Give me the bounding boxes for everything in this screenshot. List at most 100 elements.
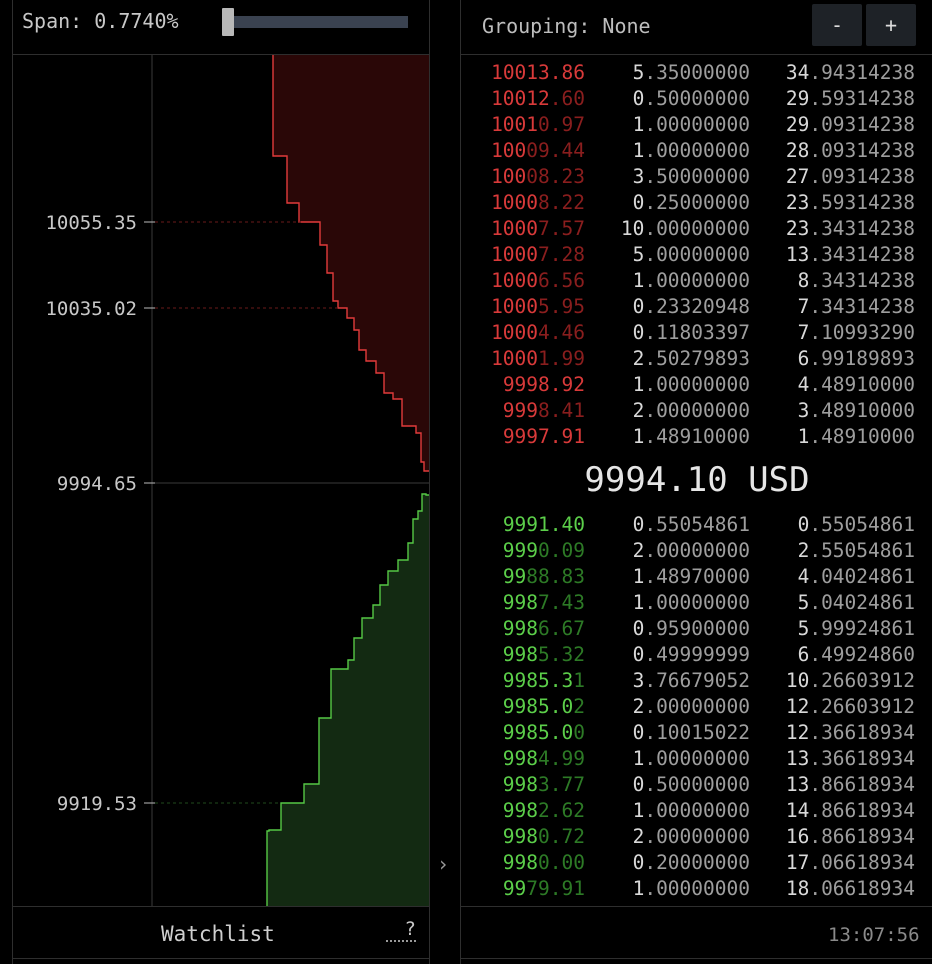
bid-total-head: 10 [785,669,810,692]
bid-total-head: 0 [797,513,810,536]
bid-total: 16.86618934 [786,825,915,848]
ask-row[interactable]: 10007.28 5.00000000 13.34314238 [462,243,932,269]
ask-row[interactable]: 10005.95 0.23320948 7.34314238 [462,295,932,321]
ask-size: 10.00000000 [621,217,750,240]
zoom-in-button[interactable]: + [866,4,916,46]
watchlist-button[interactable]: Watchlist [161,922,275,946]
orderbook-rows: 10013.86 5.35000000 34.94314238 10012.60 0.5… [462,56,932,906]
bid-total-head: 12 [785,695,810,718]
ask-row[interactable]: 10001.99 2.50279893 6.99189893 [462,347,932,373]
bid-total: 12.26603912 [786,695,915,718]
ask-price-head: 1000 [491,243,539,266]
ask-row[interactable]: 10013.86 5.35000000 34.94314238 [462,61,932,87]
y-tick-label: 9919.53 [57,793,137,815]
ask-size: 0.25000000 [633,191,750,214]
bid-row[interactable]: 9980.00 0.20000000 17.06618934 [462,851,932,877]
bid-row[interactable]: 9983.77 0.50000000 13.86618934 [462,773,932,799]
bid-row[interactable]: 9982.62 1.00000000 14.86618934 [462,799,932,825]
bid-price: 9988.83 [503,565,585,588]
bid-size: 2.00000000 [633,825,750,848]
ask-row[interactable]: 10008.23 3.50000000 27.09314238 [462,165,932,191]
ask-total-head: 23 [785,191,810,214]
chevron-right-icon[interactable]: › [437,852,450,876]
bid-total-tail: .99924861 [809,617,915,640]
ask-total-head: 4 [797,373,810,396]
zoom-out-button[interactable]: - [812,4,862,46]
ask-total: 7.34314238 [798,295,915,318]
bid-size-head: 2 [632,695,645,718]
ask-total-head: 13 [785,243,810,266]
bid-size-tail: .00000000 [644,877,750,900]
ask-total: 34.94314238 [786,61,915,84]
bid-row[interactable]: 9985.32 0.49999999 6.49924860 [462,643,932,669]
ask-price-head: 1000 [491,321,539,344]
ask-row[interactable]: 10004.46 0.11803397 7.10993290 [462,321,932,347]
bid-total: 5.04024861 [798,591,915,614]
bid-size: 1.00000000 [633,877,750,900]
divider [460,958,932,959]
bid-price-head: 998 [502,747,539,770]
bid-total: 18.06618934 [786,877,915,900]
ask-total-head: 6 [797,347,810,370]
bid-price-head: 99 [502,565,527,588]
bid-price-tail: 4.99 [538,747,585,770]
span-slider-track[interactable] [222,16,408,28]
ask-row[interactable]: 10009.44 1.00000000 28.09314238 [462,139,932,165]
bid-price-tail: 6.67 [538,617,585,640]
ask-size: 0.23320948 [633,295,750,318]
bid-row[interactable]: 9986.67 0.95900000 5.99924861 [462,617,932,643]
ask-size: 5.00000000 [633,243,750,266]
divider [12,958,430,959]
ask-total: 23.59314238 [786,191,915,214]
ask-price: 10009.44 [491,139,585,162]
ask-price-tail: 1.99 [538,347,585,370]
y-tick-label: 10055.35 [45,212,137,234]
bid-total-head: 13 [785,747,810,770]
bid-total-tail: .86618934 [809,799,915,822]
ask-size-tail: .48910000 [644,425,750,448]
bid-size-head: 1 [632,591,645,614]
ask-size-tail: .23320948 [644,295,750,318]
ask-row[interactable]: 10007.57 10.00000000 23.34314238 [462,217,932,243]
bid-row[interactable]: 9985.31 3.76679052 10.26603912 [462,669,932,695]
ask-total-head: 34 [785,61,810,84]
ask-price-head: 1000 [491,295,539,318]
ask-price: 10008.23 [491,165,585,188]
bid-total-tail: .06618934 [809,851,915,874]
bid-price-head: 9985.3 [502,669,574,692]
bid-row[interactable]: 9988.83 1.48970000 4.04024861 [462,565,932,591]
bid-row[interactable]: 9991.40 0.55054861 0.55054861 [462,513,932,539]
bid-row[interactable]: 9985.02 2.00000000 12.26603912 [462,695,932,721]
bid-row[interactable]: 9987.43 1.00000000 5.04024861 [462,591,932,617]
ask-row[interactable]: 10012.60 0.50000000 29.59314238 [462,87,932,113]
bid-total-tail: .49924860 [809,643,915,666]
ask-row[interactable]: 10008.22 0.25000000 23.59314238 [462,191,932,217]
bid-row[interactable]: 9979.91 1.00000000 18.06618934 [462,877,932,903]
ask-row[interactable]: 10010.97 1.00000000 29.09314238 [462,113,932,139]
y-tick-label: 10035.02 [45,298,137,320]
help-link[interactable]: ? [386,918,416,942]
bid-row[interactable]: 9985.00 0.10015022 12.36618934 [462,721,932,747]
bid-row[interactable]: 9984.99 1.00000000 13.36618934 [462,747,932,773]
ask-row[interactable]: 9998.41 2.00000000 3.48910000 [462,399,932,425]
ask-total-head: 27 [785,165,810,188]
bid-total-tail: .26603912 [809,695,915,718]
bid-total-head: 18 [785,877,810,900]
bid-total-tail: .55054861 [809,539,915,562]
ask-total: 6.99189893 [798,347,915,370]
ask-size-tail: .00000000 [644,113,750,136]
ask-row[interactable]: 9997.91 1.48910000 1.48910000 [462,425,932,451]
bid-row[interactable]: 9980.72 2.00000000 16.86618934 [462,825,932,851]
bid-size-tail: .49999999 [644,643,750,666]
span-slider-handle[interactable] [222,8,234,36]
bid-row[interactable]: 9990.09 2.00000000 2.55054861 [462,539,932,565]
ask-row[interactable]: 10006.56 1.00000000 8.34314238 [462,269,932,295]
ask-total-head: 3 [797,399,810,422]
depth-chart: 10055.35 10035.02 9994.65 9919.53 [45,55,429,906]
span-slider[interactable] [222,8,408,36]
bid-price-head: 998 [502,799,539,822]
ask-price: 10013.86 [491,61,585,84]
ask-row[interactable]: 9998.92 1.00000000 4.48910000 [462,373,932,399]
bid-size-head: 3 [632,669,645,692]
ask-price-head: 1000 [491,269,539,292]
